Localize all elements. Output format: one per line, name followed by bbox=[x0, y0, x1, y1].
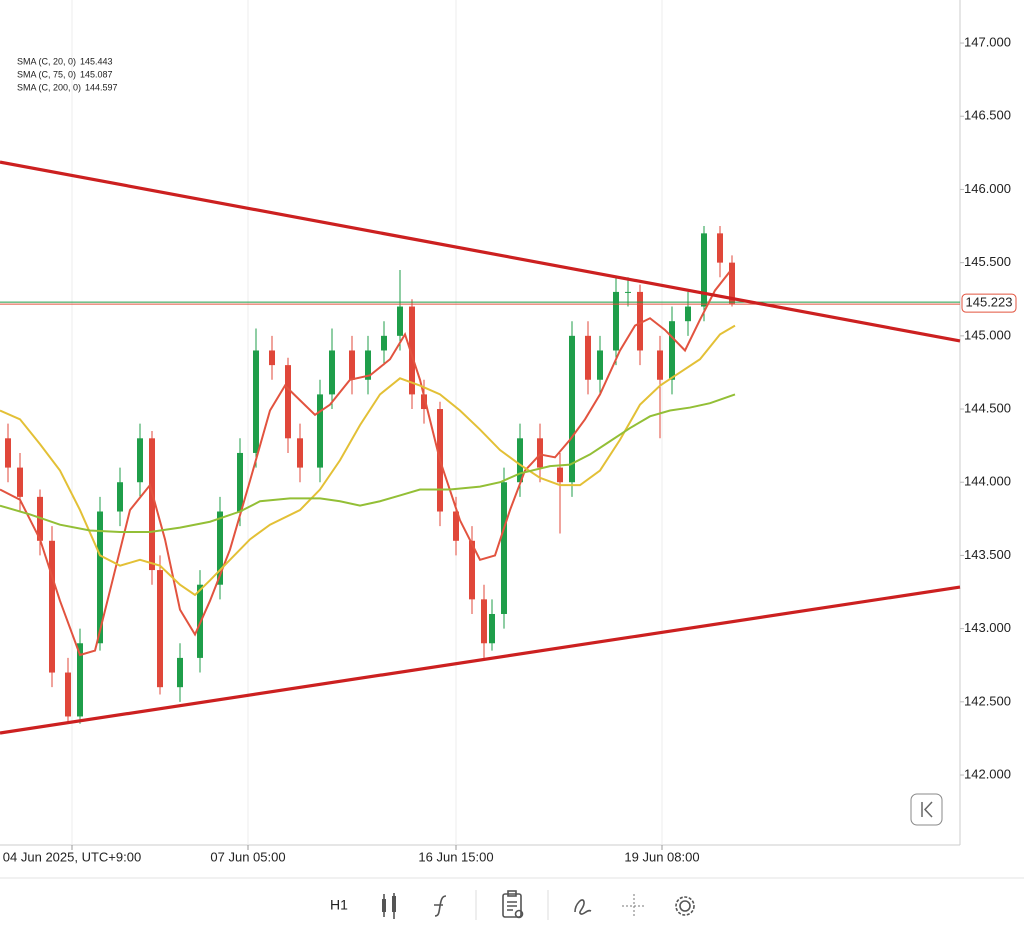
candle-body bbox=[97, 511, 103, 644]
plot bbox=[0, 0, 961, 845]
toolbar: H1 bbox=[330, 890, 695, 920]
candle-body bbox=[269, 350, 275, 366]
candle-body bbox=[453, 511, 459, 541]
timeframe-button[interactable]: H1 bbox=[330, 897, 348, 913]
candle-body bbox=[637, 291, 643, 351]
candle-body bbox=[469, 540, 475, 600]
candle-body bbox=[329, 350, 335, 395]
candle-body bbox=[481, 599, 487, 644]
candle-body bbox=[409, 306, 415, 395]
x-tick-label: 04 Jun 2025, UTC+9:00 bbox=[3, 849, 141, 864]
legend-label: SMA (C, 75, 0) bbox=[17, 69, 76, 79]
y-tick-label: 143.000 bbox=[964, 620, 1011, 635]
candle-body bbox=[685, 306, 691, 322]
candle-body bbox=[237, 452, 243, 512]
last-price-label: 145.223 bbox=[966, 295, 1013, 310]
candle-body bbox=[597, 350, 603, 380]
chart-type-button[interactable] bbox=[382, 893, 396, 919]
candle-body bbox=[149, 438, 155, 571]
candle-body bbox=[701, 233, 707, 307]
candle-body bbox=[217, 511, 223, 585]
y-tick-label: 143.500 bbox=[964, 547, 1011, 562]
candle-body bbox=[397, 306, 403, 336]
draw-button[interactable] bbox=[574, 899, 592, 915]
candle-body bbox=[77, 643, 83, 717]
trendline bbox=[0, 585, 961, 735]
candle-body bbox=[117, 482, 123, 512]
candle-body bbox=[657, 350, 663, 380]
candle-body bbox=[585, 335, 591, 380]
sma-line bbox=[0, 324, 736, 597]
legend-value: 145.443 bbox=[80, 56, 113, 66]
candle-body bbox=[157, 570, 163, 688]
back-button[interactable] bbox=[910, 793, 943, 826]
y-tick-label: 144.000 bbox=[964, 474, 1011, 489]
y-tick-label: 146.500 bbox=[964, 108, 1011, 123]
candle-body bbox=[501, 482, 507, 614]
y-tick-label: 145.500 bbox=[964, 254, 1011, 269]
x-tick-label: 16 Jun 15:00 bbox=[418, 849, 493, 864]
y-tick-label: 144.500 bbox=[964, 400, 1011, 415]
candle-body bbox=[177, 657, 183, 688]
candle-body bbox=[49, 540, 55, 673]
candle-body bbox=[557, 467, 563, 483]
candle-body bbox=[569, 335, 575, 483]
candle-body bbox=[17, 467, 23, 497]
last-price-box bbox=[961, 293, 1017, 313]
candle-body bbox=[317, 394, 323, 468]
candle-body bbox=[517, 438, 523, 483]
sma-line bbox=[0, 270, 731, 657]
candle-body bbox=[669, 321, 675, 380]
trendline bbox=[0, 160, 961, 343]
crosshair-button[interactable] bbox=[622, 894, 646, 918]
candle-body bbox=[729, 262, 735, 304]
candle-body bbox=[65, 672, 71, 717]
legend-label: SMA (C, 200, 0) bbox=[17, 82, 81, 92]
candle-body bbox=[5, 438, 11, 468]
candle-body bbox=[625, 291, 631, 293]
sma-line bbox=[0, 393, 736, 534]
candle-body bbox=[137, 438, 143, 483]
legend-value: 144.597 bbox=[85, 82, 118, 92]
candle-body bbox=[537, 438, 543, 468]
indicator-button[interactable] bbox=[434, 895, 447, 917]
candle-body bbox=[349, 350, 355, 380]
x-tick-label: 19 Jun 08:00 bbox=[624, 849, 699, 864]
candle-body bbox=[365, 350, 371, 380]
y-tick-label: 142.500 bbox=[964, 693, 1011, 708]
candle-body bbox=[489, 613, 495, 644]
legend-label: SMA (C, 20, 0) bbox=[17, 56, 76, 66]
clipboard-button[interactable] bbox=[502, 890, 524, 919]
candle-body bbox=[613, 291, 619, 351]
legend-value: 145.087 bbox=[80, 69, 113, 79]
y-tick-label: 145.000 bbox=[964, 327, 1011, 342]
settings-button[interactable] bbox=[675, 896, 695, 916]
y-tick-label: 146.000 bbox=[964, 181, 1011, 196]
candle-body bbox=[717, 233, 723, 263]
candle-body bbox=[253, 350, 259, 453]
y-tick-label: 147.000 bbox=[964, 34, 1011, 49]
candle-body bbox=[297, 438, 303, 468]
y-tick-label: 142.000 bbox=[964, 766, 1011, 781]
candle-body bbox=[285, 365, 291, 439]
candle-body bbox=[421, 394, 427, 410]
x-tick-label: 07 Jun 05:00 bbox=[210, 849, 285, 864]
candle-body bbox=[381, 335, 387, 351]
